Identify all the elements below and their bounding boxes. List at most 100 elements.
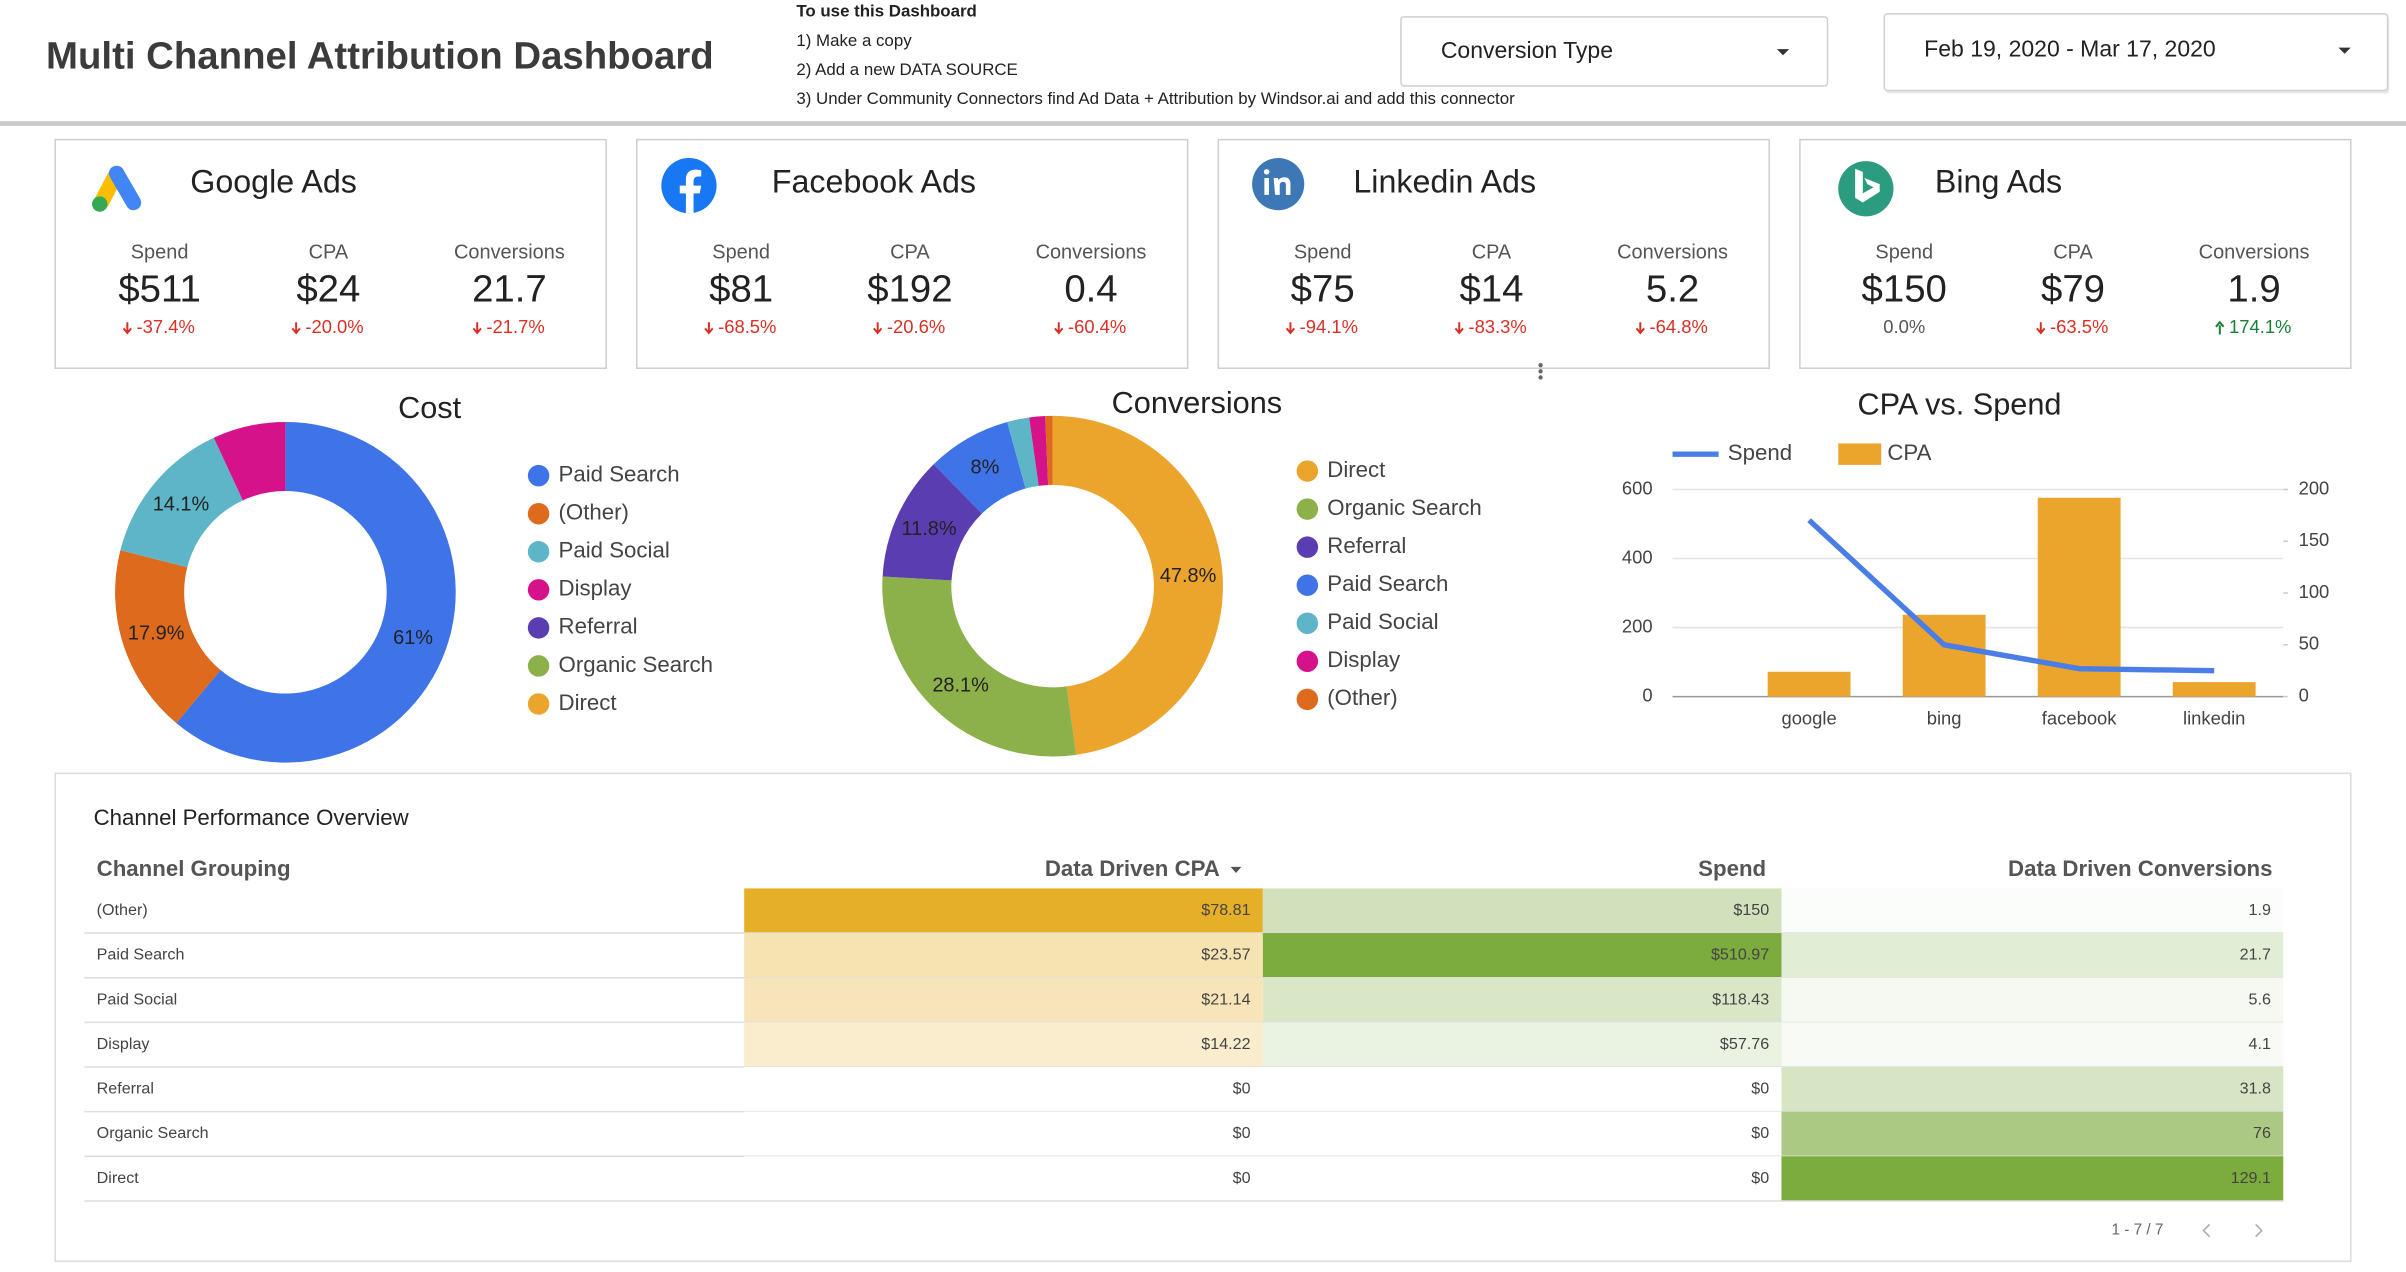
instruction-line: 1) Make a copy [796,31,912,50]
table-cell: $118.43 [1712,990,1769,1008]
slice-label: 8% [971,457,1000,479]
bing-icon [1838,161,1894,217]
y-tick-label: 600 [1622,477,1653,498]
metric-value: 1.9 [2227,268,2280,311]
metric-change: -83.3% [1468,316,1526,337]
metric-label: Conversions [1617,241,1728,263]
dropdown-arrow[interactable] [2338,47,2351,54]
legend-marker [1296,498,1319,520]
date-range-dropdown[interactable]: Feb 19, 2020 - Mar 17, 2020 [1883,13,2390,94]
table-title: Channel Performance Overview [94,805,410,830]
down-arrow [472,322,482,335]
kpi-card-title: Linkedin Ads [1353,164,1536,200]
y-tick-label: 200 [1622,615,1653,636]
dropdown-label[interactable]: Feb 19, 2020 - Mar 17, 2020 [1924,36,2216,62]
pie-slice [176,421,456,763]
y2-tick-label: 150 [2299,529,2330,550]
table-cell: Referral [97,1080,154,1098]
prev-page[interactable] [2202,1223,2211,1238]
table-cell: $0 [1751,1080,1769,1098]
legend-marker [527,541,550,563]
heat-cell [1781,1022,2284,1068]
table-cell: Display [97,1035,151,1053]
bar [1767,671,1851,697]
heat-cell [1781,933,2284,978]
metric-label: Spend [1875,241,1933,263]
more-menu[interactable] [1538,363,1543,380]
dropdown-label[interactable]: Conversion Type [1441,37,1613,63]
metric-change: -64.8% [1650,316,1708,337]
header-divider [0,121,2406,126]
table-cell: 5.6 [2249,990,2271,1008]
pie-slice [120,437,243,568]
table-cell: $0 [1233,1169,1251,1187]
table-cell: $23.57 [1201,946,1250,964]
legend-label: (Other) [1327,685,1397,710]
y-tick-label: 0 [1642,684,1652,705]
pie-slice [1029,415,1049,486]
table-cell: 4.1 [2249,1035,2271,1053]
up-arrow [2215,320,2225,335]
legend-label: Display [1327,647,1401,672]
pie-slice [115,550,221,724]
heat-cell [1781,1111,2284,1157]
metric-label: CPA [890,241,930,263]
sort-indicator[interactable] [1230,866,1242,874]
legend-label: Direct [1327,457,1386,482]
pie-slice [882,576,1077,757]
table-cell: 129.1 [2231,1169,2271,1187]
conversion-type-dropdown[interactable]: Conversion Type [1400,16,1829,87]
metric-value: $192 [867,268,952,311]
legend-label: Organic Search [559,652,713,677]
table-cell: $0 [1751,1124,1769,1142]
pie-slice [1007,417,1039,489]
dropdown-arrow[interactable] [1776,49,1790,56]
down-arrow [1285,322,1296,335]
x-tick-label: linkedin [2183,707,2245,728]
dropdown-box[interactable] [1883,13,2389,92]
table-cell: $0 [1233,1080,1251,1098]
heat-cell [1262,1111,1782,1157]
dashboard-title: Multi Channel Attribution Dashboard [46,34,714,77]
linkedin-icon [1252,158,1305,211]
kpi-card-title: Google Ads [190,164,357,200]
heat-cell [1262,933,1782,978]
table-cell: 21.7 [2240,946,2271,964]
metric-label: CPA [309,241,349,263]
heat-cell [744,933,1263,978]
metric-value: 5.2 [1646,268,1699,311]
legend-marker [1296,460,1319,482]
legend-marker [527,617,550,639]
table-cell: $150 [1733,901,1769,919]
heat-cell [1262,977,1782,1023]
pie-slice [1052,415,1223,755]
dropdown-box[interactable] [1400,16,1829,87]
next-page[interactable] [2255,1223,2263,1238]
bar [1902,614,1986,697]
table-cell: $14.22 [1201,1035,1250,1053]
legend-label: Organic Search [1327,495,1481,520]
legend-label: Display [559,576,633,601]
metric-value: $150 [1862,268,1947,311]
y2-tick-label: 200 [2299,477,2330,498]
pie-slice [213,421,286,501]
metric-value: $14 [1459,268,1523,311]
metric-change: -60.4% [1068,316,1126,337]
heat-cell [744,1111,1263,1157]
table-cell: Paid Social [97,990,178,1008]
y2-tick-label: 0 [2299,684,2309,705]
slice-label: 61% [393,627,433,649]
column-header: Data Driven Conversions [2008,856,2272,881]
slice-label: 11.8% [902,518,957,540]
kpi-card [636,138,1189,370]
metric-label: Spend [712,241,770,263]
table-cell: $510.97 [1711,946,1769,964]
legend-label: Referral [559,614,638,639]
legend-label: Spend [1728,440,1792,465]
slice-label: 17.9% [128,622,185,644]
legend-label: CPA [1887,440,1931,465]
column-header: Data Driven CPA [1045,856,1220,881]
heat-cell [1262,1022,1782,1068]
metric-value: $79 [2041,268,2105,311]
heat-cell [1781,888,2284,934]
